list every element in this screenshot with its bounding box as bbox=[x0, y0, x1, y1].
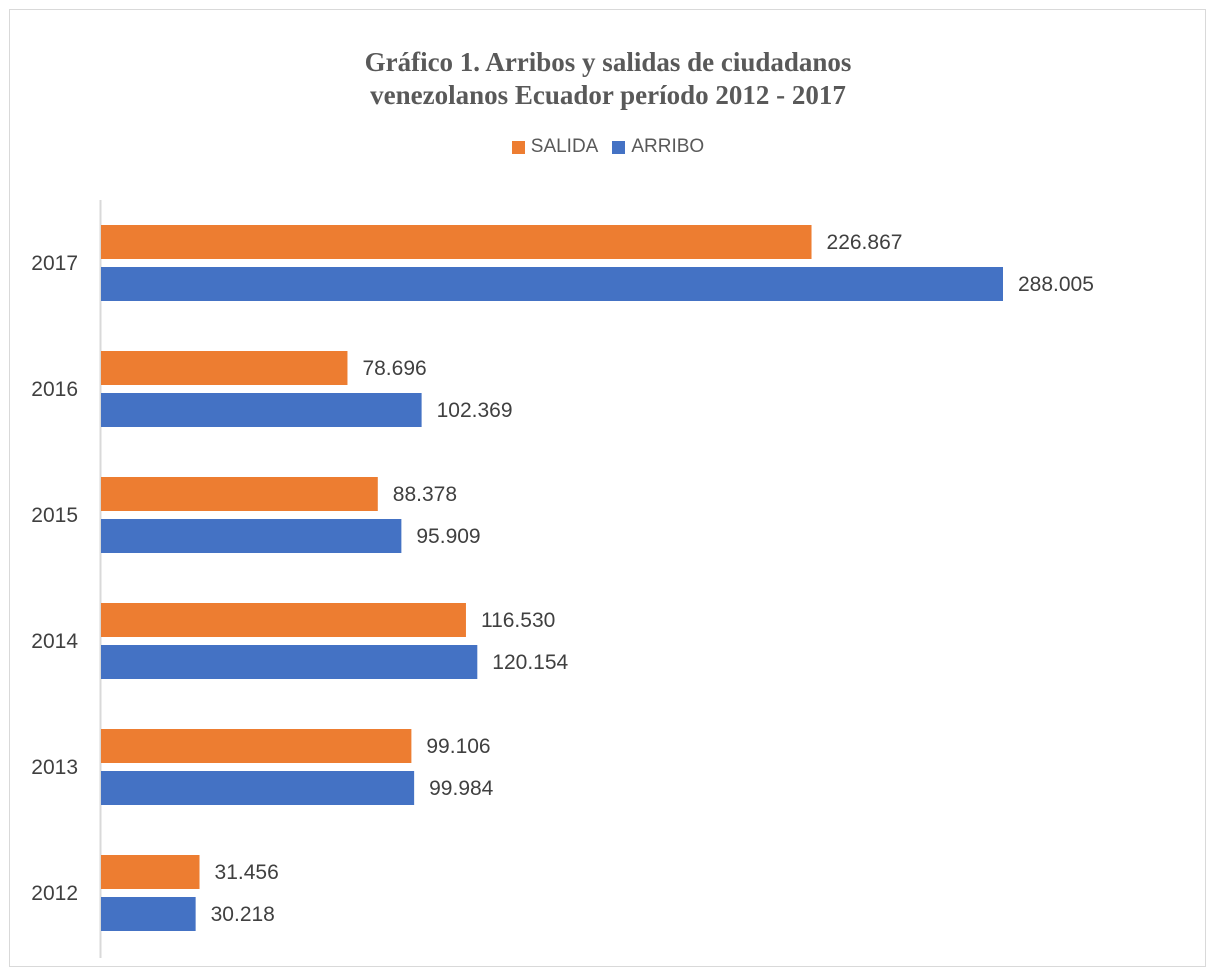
bar-arribo-2013 bbox=[101, 771, 415, 805]
chart-title: Gráfico 1. Arribos y salidas de ciudadan… bbox=[0, 46, 1216, 112]
chart-title-line-1: Gráfico 1. Arribos y salidas de ciudadan… bbox=[364, 47, 852, 77]
bar-salida-2015 bbox=[101, 477, 378, 511]
data-label-salida-2014: 116.530 bbox=[481, 609, 555, 632]
bar-arribo-2014 bbox=[101, 645, 478, 679]
bar-salida-2016 bbox=[101, 351, 348, 385]
data-label-salida-2017: 226.867 bbox=[827, 231, 903, 254]
category-label-2014: 2014 bbox=[31, 630, 78, 653]
legend-item-salida: SALIDA bbox=[511, 136, 599, 158]
data-label-arribo-2016: 102.369 bbox=[437, 399, 513, 422]
data-label-salida-2015: 88.378 bbox=[393, 483, 457, 506]
category-label-2015: 2015 bbox=[31, 504, 78, 527]
legend-item-arribo: ARRIBO bbox=[612, 136, 704, 158]
bar-salida-2014 bbox=[101, 603, 466, 637]
legend-swatch-arribo bbox=[612, 140, 626, 154]
data-label-arribo-2015: 95.909 bbox=[416, 525, 480, 548]
bar-salida-2013 bbox=[101, 729, 412, 763]
data-label-salida-2016: 78.696 bbox=[362, 357, 426, 380]
category-label-2017: 2017 bbox=[31, 252, 78, 275]
bar-arribo-2017 bbox=[101, 267, 1003, 301]
bar-salida-2012 bbox=[101, 855, 200, 889]
data-label-arribo-2014: 120.154 bbox=[492, 651, 568, 674]
data-label-salida-2012: 31.456 bbox=[215, 861, 279, 884]
data-label-salida-2013: 99.106 bbox=[426, 735, 490, 758]
bar-arribo-2015 bbox=[101, 519, 402, 553]
legend: SALIDA ARRIBO bbox=[0, 136, 1216, 158]
legend-label-arribo: ARRIBO bbox=[631, 136, 705, 157]
category-label-2016: 2016 bbox=[31, 378, 78, 401]
data-label-arribo-2017: 288.005 bbox=[1018, 273, 1094, 296]
category-label-2013: 2013 bbox=[31, 756, 78, 779]
legend-label-salida: SALIDA bbox=[530, 136, 599, 157]
chart-title-line-2: venezolanos Ecuador período 2012 - 2017 bbox=[370, 80, 846, 110]
data-label-arribo-2013: 99.984 bbox=[429, 777, 494, 800]
category-label-2012: 2012 bbox=[31, 882, 78, 905]
legend-swatch-salida bbox=[511, 140, 525, 154]
bar-arribo-2012 bbox=[101, 897, 196, 931]
bar-arribo-2016 bbox=[101, 393, 422, 427]
bar-salida-2017 bbox=[101, 225, 812, 259]
data-label-arribo-2012: 30.218 bbox=[211, 903, 275, 926]
